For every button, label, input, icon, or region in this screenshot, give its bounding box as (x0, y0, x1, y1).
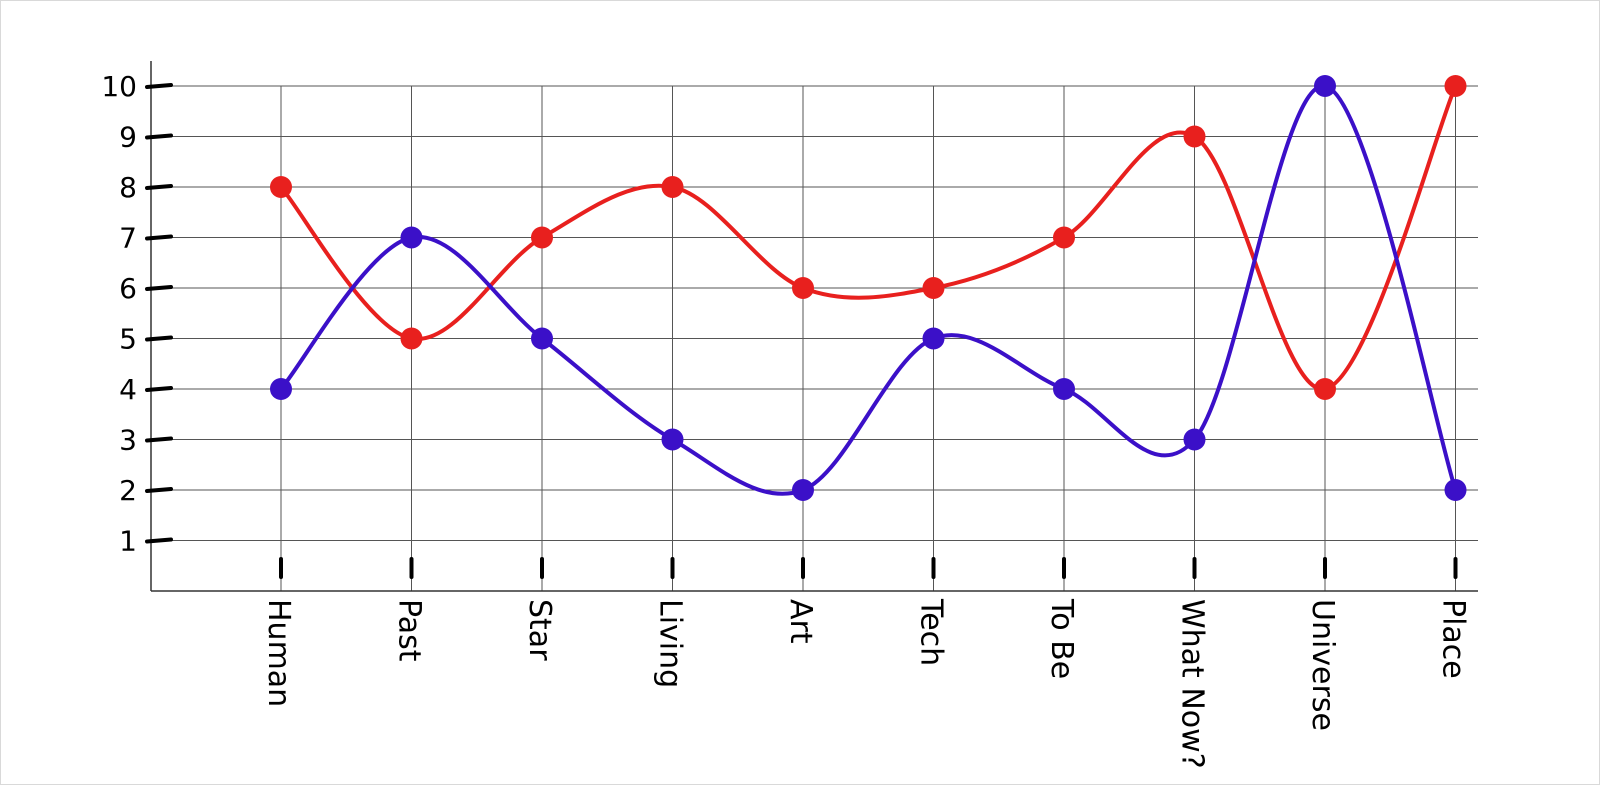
y-tick-mark (145, 133, 173, 140)
series-1-point (531, 226, 553, 249)
series-lines (279, 83, 1458, 496)
y-tick-mark (145, 487, 173, 493)
series-1-point (1183, 125, 1206, 148)
y-tick-label: 4 (119, 373, 137, 406)
y-tick-label: 8 (119, 171, 137, 204)
y-tick-mark (145, 386, 173, 392)
y-tick-label: 10 (101, 70, 137, 103)
series-2-point (531, 327, 553, 350)
series-1-point (1053, 226, 1075, 249)
x-tick-label: Art (783, 599, 818, 644)
y-tick-label: 7 (119, 222, 137, 255)
y-tick-label: 6 (119, 272, 137, 305)
series-2-point (1444, 479, 1467, 501)
x-tick-label: What Now? (1175, 599, 1210, 769)
x-axis-ticks: Human Past Star Living Art Tech To Be What Now?… (261, 557, 1471, 769)
series-1-point (400, 327, 423, 350)
y-tick-mark (145, 83, 173, 89)
y-tick-label: 2 (119, 474, 137, 507)
series-2-point (792, 479, 814, 501)
series-1-point (270, 176, 292, 198)
series-2-point (270, 378, 292, 400)
x-tick-label: To Be (1044, 598, 1079, 679)
y-tick-mark (145, 335, 173, 342)
series-2-point (1053, 378, 1075, 400)
y-tick-mark (145, 436, 173, 443)
x-tick-label: Living (653, 599, 688, 688)
y-tick-mark (145, 285, 173, 291)
series-2-point (400, 226, 423, 249)
series-line-2 (279, 83, 1458, 496)
y-tick-label: 9 (119, 121, 137, 154)
y-tick-label: 5 (119, 323, 137, 356)
grid (151, 85, 1478, 591)
series-1-point (922, 277, 945, 299)
x-tick-label: Human (261, 599, 296, 707)
x-tick-label: Past (392, 599, 427, 662)
series-1-point (1314, 378, 1336, 400)
x-tick-label: Universe (1305, 599, 1340, 731)
x-tick-label: Star (522, 599, 557, 661)
series-points (270, 75, 1467, 501)
series-2-point (661, 428, 684, 451)
y-tick-label: 3 (119, 424, 137, 457)
x-tick-label: Tech (914, 598, 949, 666)
series-1-point (792, 277, 814, 299)
series-1-point (1444, 75, 1467, 97)
series-1-point (661, 176, 684, 198)
y-axis-ticks: 1 2 3 4 5 6 7 8 9 10 (101, 70, 173, 558)
series-2-point (1314, 75, 1336, 97)
y-tick-mark (145, 234, 173, 241)
series-line-1 (279, 84, 1458, 392)
x-tick-label: Place (1436, 599, 1471, 679)
series-2-point (1183, 428, 1206, 451)
y-tick-label: 1 (119, 525, 137, 558)
series-2-point (922, 327, 945, 350)
axes (150, 61, 1478, 592)
y-tick-mark (145, 537, 173, 544)
y-tick-mark (145, 184, 173, 190)
